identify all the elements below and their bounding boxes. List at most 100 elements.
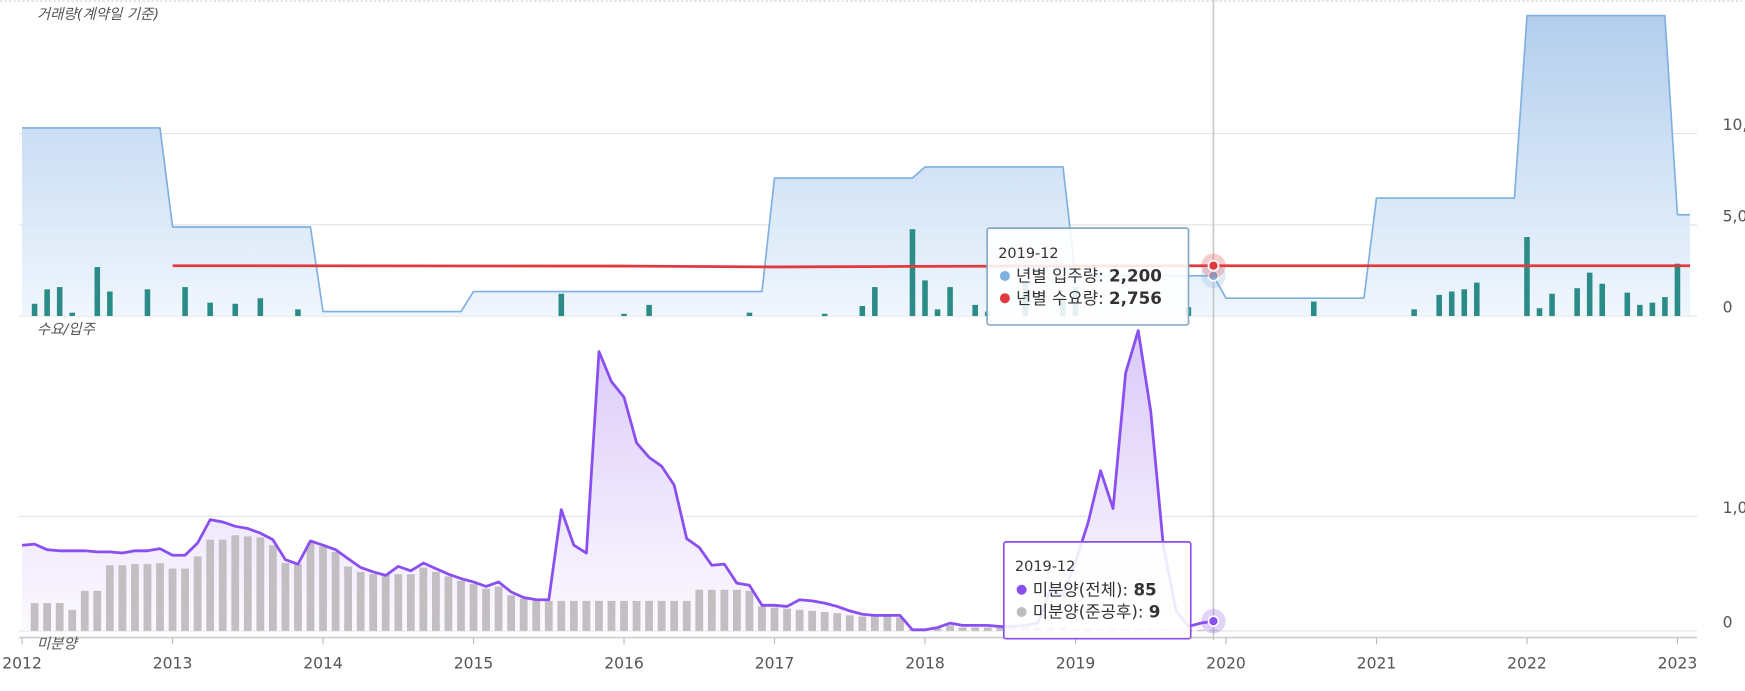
- bar: [256, 537, 265, 631]
- bar: [770, 607, 779, 631]
- bar: [1436, 294, 1442, 317]
- bar: [381, 574, 390, 631]
- bar: [55, 603, 64, 631]
- bar: [1461, 289, 1468, 317]
- tooltip-box: [986, 227, 1190, 326]
- bar: [319, 546, 327, 631]
- bar: [80, 590, 89, 631]
- bar: [494, 586, 503, 631]
- bar: [870, 616, 879, 631]
- bar: [569, 600, 578, 631]
- bar: [206, 539, 215, 631]
- bar: [507, 595, 516, 631]
- bar: [207, 302, 213, 317]
- bar: [682, 600, 691, 631]
- bar: [1662, 297, 1668, 317]
- x-tick-label: 2019: [1056, 655, 1096, 673]
- hover-marker: [1207, 615, 1220, 628]
- panel-title: 거래량(계약일 기준): [37, 7, 159, 23]
- bar: [1674, 263, 1681, 317]
- bar: [107, 291, 113, 317]
- bar: [859, 305, 866, 317]
- tooltip-dot: [999, 270, 1010, 281]
- bar: [645, 600, 653, 631]
- bar: [294, 564, 302, 631]
- bar: [105, 565, 114, 631]
- tooltip-title: 2019-12: [998, 246, 1058, 262]
- bar: [68, 609, 77, 631]
- x-tick-label: 2018: [905, 655, 945, 673]
- tooltip-row: 년별 수요량: 2,756: [1016, 289, 1162, 308]
- bar: [118, 565, 127, 631]
- bar: [595, 600, 603, 631]
- bar: [795, 609, 804, 631]
- bar: [1586, 272, 1593, 317]
- tooltip-dot: [999, 293, 1010, 304]
- panel-subtitle: 수요/입주: [37, 322, 97, 338]
- bar: [972, 304, 978, 317]
- bar: [732, 589, 741, 631]
- bar: [1474, 282, 1480, 317]
- bar: [632, 600, 641, 631]
- tooltip-row: 미분양(전체): 85: [1033, 580, 1157, 599]
- bar: [758, 606, 766, 631]
- bar: [909, 229, 916, 317]
- bar: [406, 574, 415, 631]
- grid-layer: 0 5,000 10,000 0 1,000 2012 2013 2014 2015 2016 20…: [2, 116, 1745, 673]
- x-tick-label: 2015: [454, 655, 494, 673]
- bar: [833, 613, 842, 631]
- bar: [131, 564, 139, 631]
- y-tick-label: 0: [1723, 299, 1733, 317]
- bar: [896, 617, 904, 631]
- area-fill: [22, 15, 1691, 317]
- tooltip-dot: [1016, 606, 1027, 618]
- bar: [69, 312, 75, 317]
- bar: [231, 535, 240, 631]
- bar: [369, 574, 378, 631]
- tooltip-value: 9: [1149, 603, 1161, 622]
- bar: [232, 303, 239, 317]
- bar: [1411, 309, 1417, 317]
- bar: [306, 543, 315, 631]
- bar: [30, 603, 39, 631]
- tooltip-value: 2,200: [1109, 267, 1162, 286]
- bar: [621, 313, 627, 317]
- bar: [268, 545, 277, 631]
- tooltip: 2019-12 년별 입주량: 2,200 년별 수요량: 2,756: [986, 227, 1190, 326]
- bar: [1448, 291, 1455, 317]
- bar: [883, 616, 892, 631]
- y-tick-label: 0: [1723, 614, 1733, 632]
- bar: [419, 567, 428, 631]
- y-tick-label: 10,000: [1723, 116, 1745, 134]
- bar: [31, 303, 38, 317]
- bar: [746, 312, 753, 317]
- bar: [1624, 292, 1631, 317]
- bar: [181, 568, 189, 631]
- hover-marker: [1207, 259, 1220, 272]
- bar: [444, 576, 453, 631]
- bar: [94, 267, 101, 317]
- bar: [996, 627, 1005, 631]
- bar: [457, 580, 465, 631]
- bar: [1524, 237, 1530, 317]
- bar: [469, 584, 478, 631]
- bar: [922, 280, 928, 317]
- x-tick-label: 2012: [2, 655, 42, 673]
- bar: [519, 598, 528, 631]
- tooltip-value: 85: [1133, 580, 1156, 599]
- x-tick-label: 2017: [755, 655, 795, 673]
- bar: [858, 616, 867, 631]
- bar: [720, 589, 729, 631]
- bar: [820, 612, 829, 631]
- bar: [933, 628, 942, 631]
- tooltip-title: 2019-12: [1015, 559, 1075, 575]
- plot-area: 0 5,000 10,000 0 1,000 2012 2013 2014 2015 2016 20…: [2, 0, 1745, 673]
- bar: [143, 564, 152, 631]
- bar: [331, 551, 340, 631]
- line-layer: [21, 14, 1691, 632]
- tooltip-label: 미분양(준공후):: [1033, 603, 1144, 622]
- bar: [946, 625, 954, 631]
- bar: [745, 590, 754, 631]
- bar: [872, 287, 878, 317]
